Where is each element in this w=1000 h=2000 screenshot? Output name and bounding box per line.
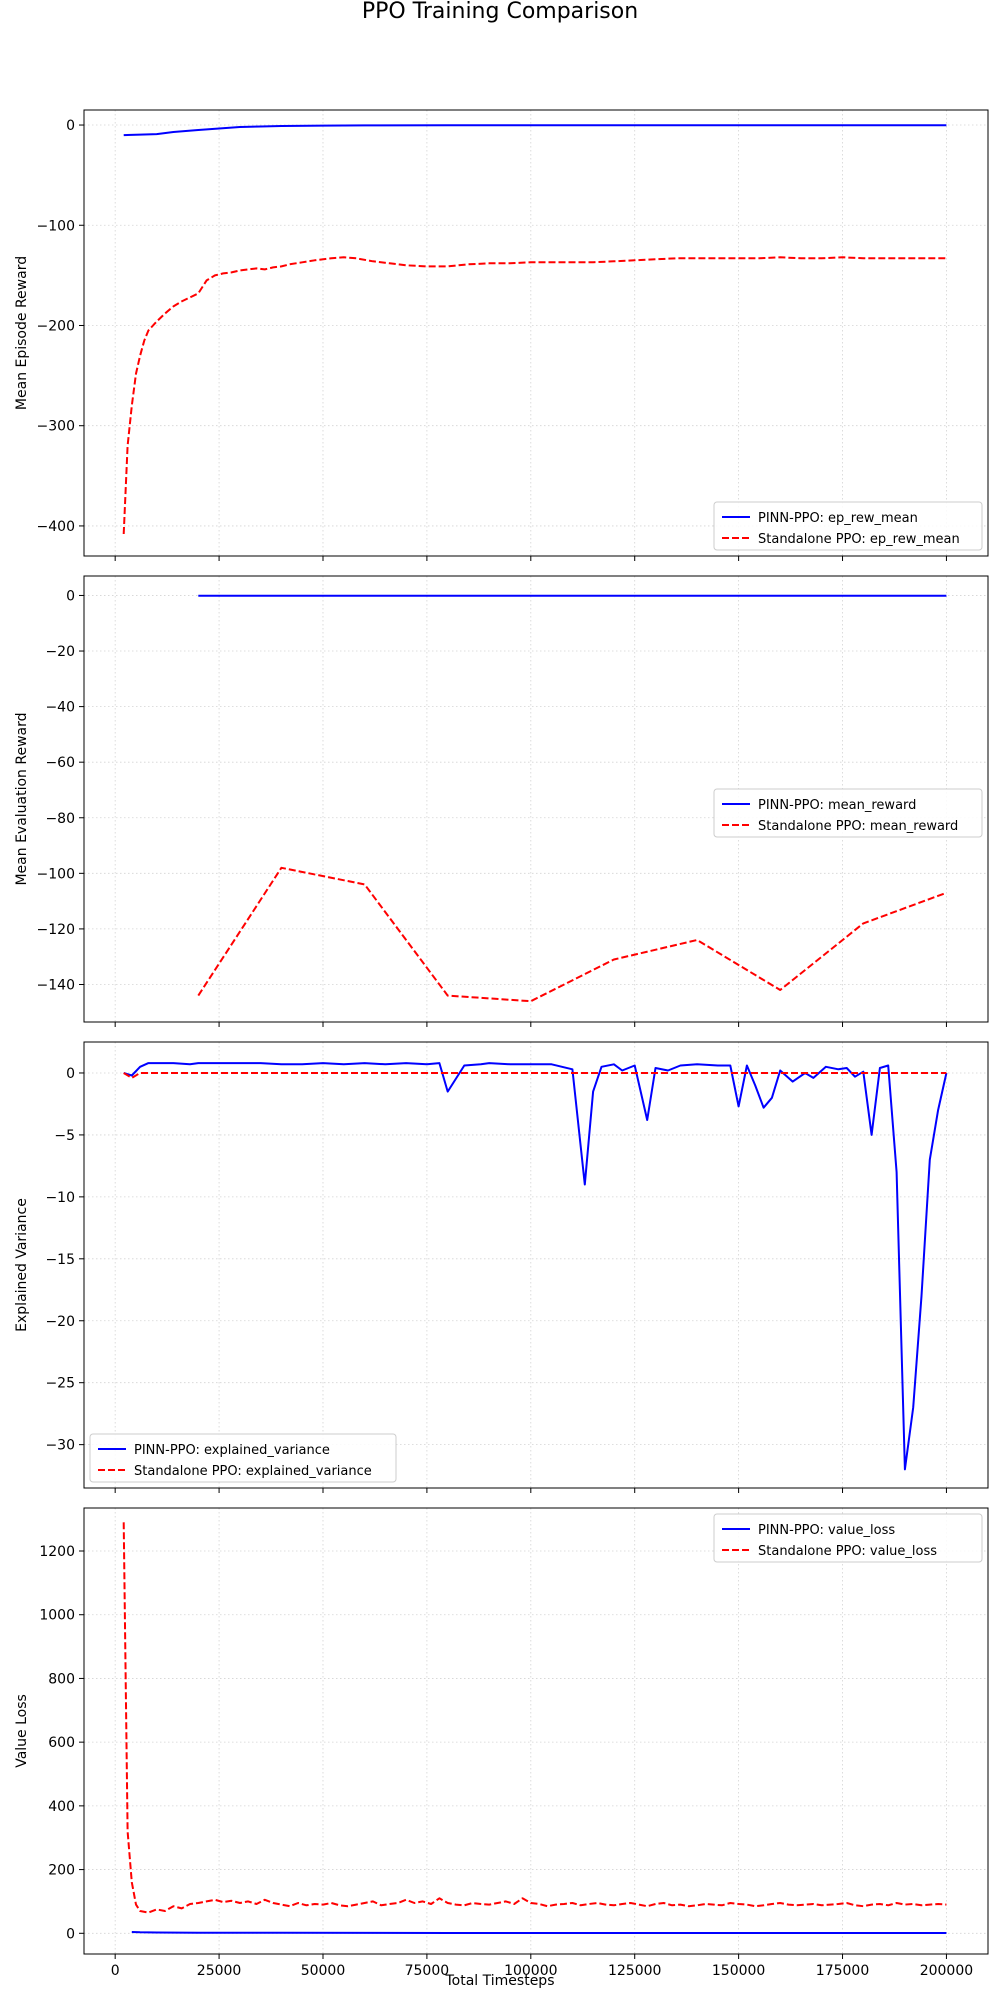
y-tick-label: 400 — [48, 1799, 75, 1815]
axes-frame — [83, 1507, 989, 1955]
legend-box — [89, 1433, 397, 1483]
series-line-standalone-ppo — [122, 256, 947, 535]
legend-box — [713, 501, 983, 551]
y-tick-label: −100 — [37, 866, 75, 882]
subplot-3: 0 −5 −10 −15 −20 −25 −30 Explained Variance PINN… — [14, 1041, 989, 1493]
figure-title: PPO Training Comparison — [362, 0, 638, 24]
y-tick-label: −20 — [45, 1314, 75, 1330]
y-tick-label: −20 — [45, 644, 75, 660]
y-tick-label: 0 — [66, 1926, 75, 1942]
x-tick-label: 75000 — [405, 1963, 450, 1979]
subplot-4: 0 200 400 600 800 1000 1200 0 25000 50000 75000 100… — [14, 1507, 989, 1979]
x-tick-label: 150000 — [712, 1963, 765, 1979]
y-tick-label: 200 — [48, 1863, 75, 1879]
y-tick-label: −25 — [45, 1376, 75, 1392]
legend-box — [713, 1513, 983, 1563]
x-tick-label: 0 — [111, 1963, 120, 1979]
series-line-standalone-ppo — [197, 866, 947, 1003]
x-tick-label: 175000 — [816, 1963, 869, 1979]
y-tick-label: 0 — [66, 588, 75, 604]
y-tick-label: −140 — [37, 977, 75, 993]
legend-label: PINN-PPO: value_loss — [758, 1523, 895, 1538]
y-tick-label: −100 — [37, 218, 75, 234]
legend-label: PINN-PPO: ep_rew_mean — [758, 511, 918, 526]
legend: PINN-PPO: value_loss Standalone PPO: valu… — [713, 1513, 983, 1563]
y-tick-label: 1200 — [39, 1544, 75, 1560]
y-axis-label: Explained Variance — [14, 1198, 30, 1332]
series-line-pinn-ppo — [131, 1931, 947, 1934]
y-tick-label: 600 — [48, 1735, 75, 1751]
legend-box — [713, 788, 983, 838]
y-tick-label: −5 — [54, 1128, 75, 1144]
y-tick-label: 1000 — [39, 1608, 75, 1624]
y-tick-label: −80 — [45, 811, 75, 827]
x-tick-label: 50000 — [301, 1963, 346, 1979]
legend: PINN-PPO: ep_rew_mean Standalone PPO: ep_… — [713, 501, 983, 551]
axes-frame — [83, 1041, 989, 1489]
y-tick-label: −300 — [37, 419, 75, 435]
series-line-pinn-ppo — [123, 1062, 948, 1471]
subplot-2: 0 −20 −40 −60 −80 −100 −120 −140 Mean Evaluation… — [14, 575, 989, 1027]
legend-label: Standalone PPO: ep_rew_mean — [758, 532, 960, 547]
y-tick-label: 800 — [48, 1671, 75, 1687]
legend-label: Standalone PPO: value_loss — [758, 1544, 937, 1559]
legend: PINN-PPO: mean_reward Standalone PPO: mea… — [713, 788, 983, 838]
x-tick-label: 25000 — [197, 1963, 242, 1979]
legend-label: PINN-PPO: mean_reward — [758, 798, 916, 813]
y-tick-label: 0 — [66, 118, 75, 134]
x-tick-label: 125000 — [608, 1963, 661, 1979]
legend-label: Standalone PPO: mean_reward — [758, 819, 958, 834]
y-axis-label: Value Loss — [14, 1694, 30, 1768]
x-tick-label: 100000 — [504, 1963, 557, 1979]
y-tick-label: −10 — [45, 1190, 75, 1206]
y-tick-label: −30 — [45, 1438, 75, 1454]
y-tick-label: 0 — [66, 1066, 75, 1082]
series-line-pinn-ppo — [123, 124, 947, 137]
y-axis-label: Mean Evaluation Reward — [14, 712, 30, 885]
axes-frame — [83, 109, 989, 557]
y-tick-label: −400 — [37, 519, 75, 535]
subplot-1: 0 −100 −200 −300 −400 Mean Episode Reward PINN… — [14, 109, 989, 561]
legend-label: Standalone PPO: explained_variance — [134, 1464, 372, 1479]
y-tick-label: −120 — [37, 922, 75, 938]
y-tick-label: −200 — [37, 318, 75, 334]
x-tick-label: 200000 — [920, 1963, 973, 1979]
y-tick-label: −15 — [45, 1252, 75, 1268]
legend: PINN-PPO: explained_variance Standalone P… — [89, 1433, 397, 1483]
y-tick-label: −60 — [45, 755, 75, 771]
series-line-standalone-ppo — [123, 1072, 947, 1079]
y-tick-label: −40 — [45, 700, 75, 716]
y-axis-label: Mean Episode Reward — [14, 256, 30, 410]
series-line-standalone-ppo — [122, 1522, 947, 1914]
x-axis-label: Total Timesteps — [445, 1973, 555, 1989]
axes-frame — [83, 575, 989, 1023]
legend-label: PINN-PPO: explained_variance — [134, 1443, 330, 1458]
